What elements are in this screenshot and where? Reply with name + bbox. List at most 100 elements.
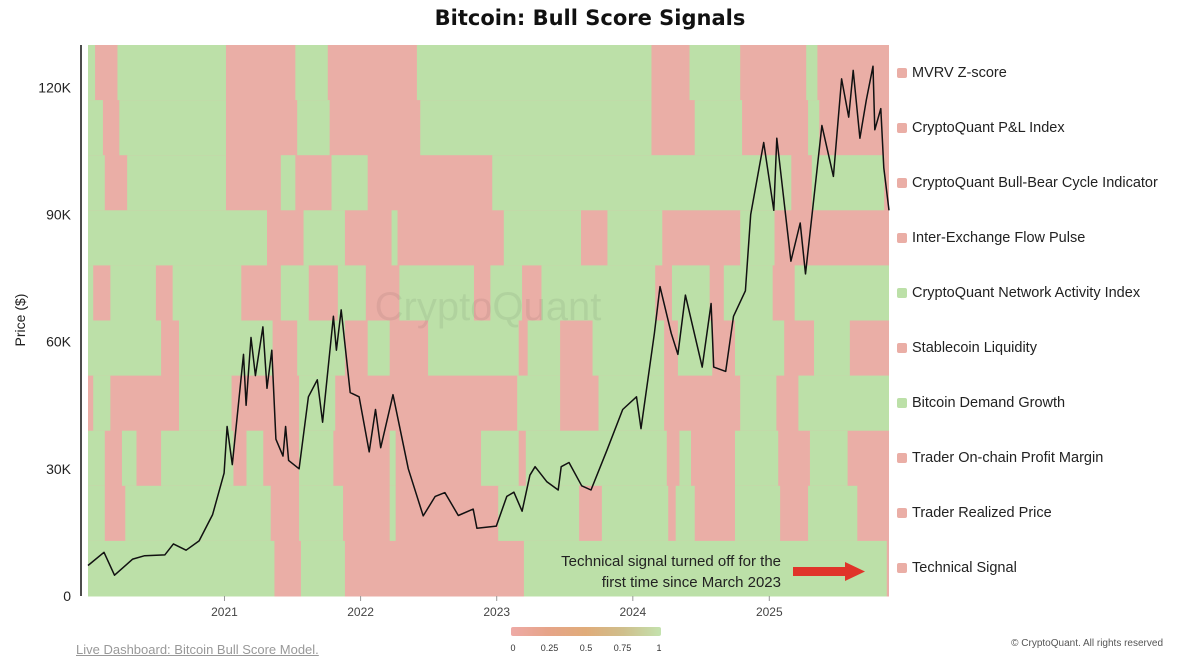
copyright-text: © CryptoQuant. All rights reserved <box>1011 638 1163 649</box>
signal-on-segment <box>734 485 781 542</box>
y-tick-label: 30K <box>46 461 72 477</box>
signal-on-segment <box>677 320 713 377</box>
legend-swatch <box>897 122 907 133</box>
legend-item: Bitcoin Demand Growth <box>897 393 1065 413</box>
color-scale-tick-label: 0.25 <box>540 643 559 653</box>
legend-item: CryptoQuant P&L Index <box>897 118 1065 138</box>
price-line <box>87 65 890 576</box>
signal-on-segment <box>517 375 561 432</box>
signal-on-segment <box>88 155 105 211</box>
signal-on-segment <box>178 375 232 432</box>
signal-on-segment <box>119 100 226 156</box>
signal-on-segment <box>161 430 234 487</box>
signal-on-segment <box>490 265 523 321</box>
signal-on-segment <box>178 320 273 377</box>
legend-item: Trader On-chain Profit Margin <box>897 448 1103 468</box>
legend-label: Bitcoin Demand Growth <box>912 395 1066 412</box>
price-line-group <box>87 65 890 576</box>
signal-on-segment <box>299 485 344 542</box>
signal-on-segment <box>723 265 773 321</box>
signal-on-segment <box>734 430 779 487</box>
x-tick-label: 2022 <box>347 605 374 619</box>
legend-label: CryptoQuant Bull-Bear Cycle Indicator <box>912 174 1158 191</box>
signal-on-segment <box>172 265 242 321</box>
live-dashboard-link[interactable]: Live Dashboard: Bitcoin Bull Score Model… <box>76 642 319 657</box>
signal-on-segment <box>420 100 652 156</box>
signal-on-segment <box>689 45 741 101</box>
legend-item: CryptoQuant Bull-Bear Cycle Indicator <box>897 173 1158 193</box>
signal-on-segment <box>127 155 226 211</box>
y-tick-label: 90K <box>46 207 72 223</box>
signal-on-segment <box>88 320 162 377</box>
watermark: CryptoQuant <box>375 285 602 329</box>
legend-label: Technical Signal <box>912 560 1017 577</box>
color-scale-tick-label: 1 <box>656 643 662 653</box>
x-tick-label: 2024 <box>619 605 646 619</box>
y-axis-label: Price ($) <box>12 294 28 347</box>
signal-on-segment <box>110 265 156 321</box>
legend-swatch <box>897 398 907 409</box>
signal-on-segment <box>125 485 271 542</box>
signal-on-segment <box>808 485 858 542</box>
signal-on-segment <box>498 485 580 542</box>
signal-on-segment <box>389 430 396 487</box>
color-scale-tick-label: 0.5 <box>579 643 593 653</box>
signal-on-segment <box>88 265 94 321</box>
y-tick-label: 0 <box>63 588 71 604</box>
signal-on-segment <box>481 430 519 487</box>
signal-on-segment <box>798 375 889 432</box>
legend-item: Stablecoin Liquidity <box>897 338 1037 358</box>
signal-on-segment <box>527 320 561 377</box>
signal-on-segment <box>814 320 850 377</box>
signal-on-segment <box>88 210 267 266</box>
legend-label: CryptoQuant Network Activity Index <box>912 284 1141 301</box>
signal-on-segment <box>93 375 111 432</box>
signal-on-segment <box>598 375 665 432</box>
signal-row <box>88 320 889 377</box>
signal-on-segment <box>88 485 105 542</box>
signal-on-segment <box>740 375 777 432</box>
signal-on-segment <box>416 45 652 101</box>
signal-on-segment <box>297 100 330 156</box>
signal-row <box>88 485 889 542</box>
legend-swatch <box>897 67 907 78</box>
signal-on-segment <box>117 45 226 101</box>
signal-row <box>88 45 889 101</box>
signal-on-segment <box>740 210 775 266</box>
signal-on-segment <box>679 430 691 487</box>
legend-swatch <box>897 287 907 298</box>
signal-on-segment <box>88 430 105 487</box>
signal-row <box>88 540 889 597</box>
signal-on-segment <box>300 540 345 597</box>
x-tick-label: 2021 <box>211 605 238 619</box>
signal-on-segment <box>808 100 820 156</box>
signal-on-segment <box>399 265 474 321</box>
signal-on-segment <box>806 45 818 101</box>
y-tick-label: 120K <box>38 79 71 95</box>
signal-on-segment <box>607 210 663 266</box>
signal-on-segment <box>367 320 390 377</box>
legend-label: Trader Realized Price <box>912 505 1052 522</box>
signal-on-segment <box>303 210 345 266</box>
heatmap <box>88 45 889 597</box>
signal-on-segment <box>88 540 275 597</box>
legend-item: Trader Realized Price <box>897 503 1052 523</box>
signal-on-segment <box>121 430 137 487</box>
signal-on-segment <box>246 430 264 487</box>
signal-on-segment <box>428 320 519 377</box>
signal-on-segment <box>694 100 743 156</box>
signal-on-segment <box>809 430 848 487</box>
signal-row <box>88 430 889 487</box>
signal-on-segment <box>337 265 366 321</box>
signal-on-segment <box>794 265 889 321</box>
legend-label: MVRV Z-score <box>912 64 1007 81</box>
legend-swatch <box>897 177 907 188</box>
annotation-line-1: Technical signal turned off for the <box>561 553 781 570</box>
legend-swatch <box>897 563 907 574</box>
signal-on-segment <box>601 485 669 542</box>
legend-swatch <box>897 508 907 519</box>
signal-on-segment <box>592 320 665 377</box>
signal-row <box>88 210 889 266</box>
signal-on-segment <box>280 155 296 211</box>
